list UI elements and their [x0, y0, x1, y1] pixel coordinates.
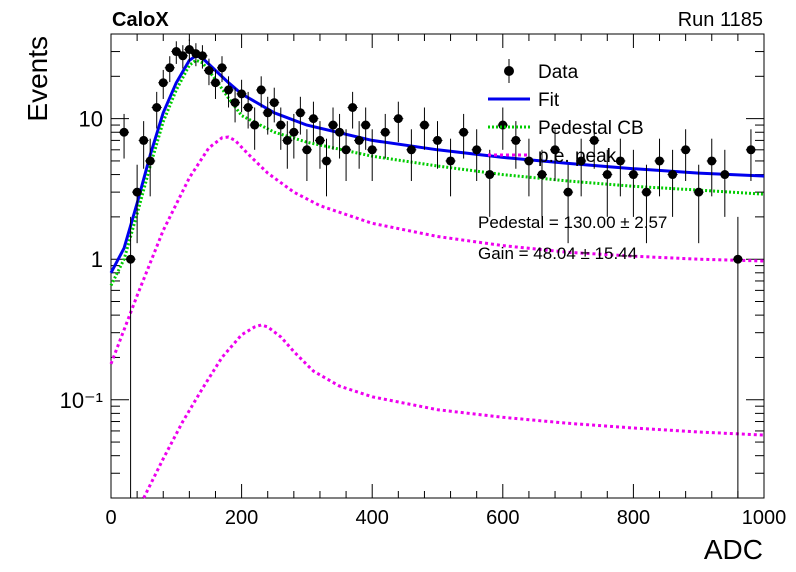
data-point	[419, 120, 429, 130]
data-point	[139, 135, 149, 145]
x-axis-ticks: 0 200 400 600 800 1000	[105, 34, 786, 529]
plot-frame	[110, 33, 765, 499]
data-point	[250, 120, 260, 130]
data-point	[602, 170, 612, 180]
data-point	[165, 63, 175, 73]
legend: Data Fit Pedestal CB p.e. peak	[488, 59, 644, 167]
data-point	[328, 120, 338, 130]
data-point	[733, 254, 743, 264]
data-point	[380, 127, 390, 137]
data-point	[694, 187, 704, 197]
x-tick-label: 0	[105, 507, 116, 529]
data-point	[367, 145, 377, 155]
data-point	[132, 187, 142, 197]
data-point	[263, 108, 273, 118]
data-point	[655, 156, 665, 166]
data-point	[393, 114, 403, 124]
data-point	[341, 145, 351, 155]
data-point	[681, 145, 691, 155]
curve-pedestal-cb	[109, 58, 765, 287]
data-point	[589, 135, 599, 145]
data-point	[302, 145, 312, 155]
y-tick-label: 10	[79, 107, 103, 132]
data-point	[256, 85, 266, 95]
data-point	[243, 102, 253, 112]
y-axis-label: Events	[22, 36, 53, 122]
x-tick-label: 600	[486, 507, 519, 529]
data-point	[537, 170, 547, 180]
data-point	[641, 187, 651, 197]
curve-p-e-peak-1-p-e	[109, 135, 765, 365]
data-point	[576, 156, 586, 166]
legend-marker	[504, 66, 514, 76]
data-point	[171, 47, 181, 57]
data-point	[197, 51, 207, 61]
data-point	[361, 120, 371, 130]
data-point	[433, 135, 442, 145]
y-tick-label: 10⁻¹	[60, 388, 103, 413]
data-point	[446, 156, 456, 166]
run-label: Run 1185	[678, 9, 763, 31]
data-point	[459, 127, 469, 137]
x-tick-label: 400	[356, 507, 389, 529]
data-point	[550, 145, 560, 155]
data-point	[282, 135, 292, 145]
data-point	[119, 127, 129, 137]
data-point	[321, 156, 331, 166]
data-point	[230, 98, 240, 108]
data-point	[668, 170, 678, 180]
legend-label: Data	[538, 62, 579, 83]
data-point	[472, 145, 482, 155]
data-point	[354, 135, 364, 145]
data-point	[335, 127, 345, 137]
data-point	[511, 135, 521, 145]
data-point	[295, 108, 305, 118]
experiment-label: CaloX	[112, 9, 169, 31]
x-axis-label: ADC	[704, 534, 763, 565]
data-point	[707, 156, 717, 166]
x-tick-label: 200	[225, 507, 258, 529]
data-point	[145, 156, 155, 166]
gain-result: Gain = 48.04 ± 15.44	[478, 244, 637, 263]
data-point	[204, 65, 214, 75]
data-point	[276, 120, 286, 130]
data-point	[406, 145, 416, 155]
pedestal-result: Pedestal = 130.00 ± 2.57	[478, 213, 667, 232]
data-point	[289, 127, 299, 137]
y-axis-ticks: 10⁻¹ 1 10	[60, 33, 764, 499]
data-point	[315, 135, 325, 145]
data-points	[119, 39, 756, 498]
data-point	[152, 102, 162, 112]
data-point	[720, 170, 730, 180]
legend-label: Pedestal CB	[538, 118, 644, 139]
data-point	[615, 156, 625, 166]
x-tick-label: 1000	[742, 507, 787, 529]
y-tick-label: 1	[91, 247, 103, 272]
data-point	[210, 78, 220, 88]
data-point	[237, 89, 247, 99]
data-point	[126, 254, 136, 264]
data-point	[485, 170, 495, 180]
data-point	[563, 187, 573, 197]
data-point	[746, 145, 756, 155]
data-point	[217, 63, 227, 73]
data-point	[224, 85, 234, 95]
data-point	[158, 78, 168, 88]
data-point	[269, 98, 279, 108]
legend-label: p.e. peak	[538, 146, 617, 167]
data-point	[308, 114, 318, 124]
data-point	[628, 170, 638, 180]
x-tick-label: 800	[617, 507, 650, 529]
data-point	[184, 45, 194, 55]
data-point	[524, 156, 534, 166]
data-point	[348, 102, 358, 112]
legend-label: Fit	[538, 90, 560, 111]
curve-p-e-peak-2-p-e	[142, 323, 765, 499]
data-point	[178, 51, 188, 61]
